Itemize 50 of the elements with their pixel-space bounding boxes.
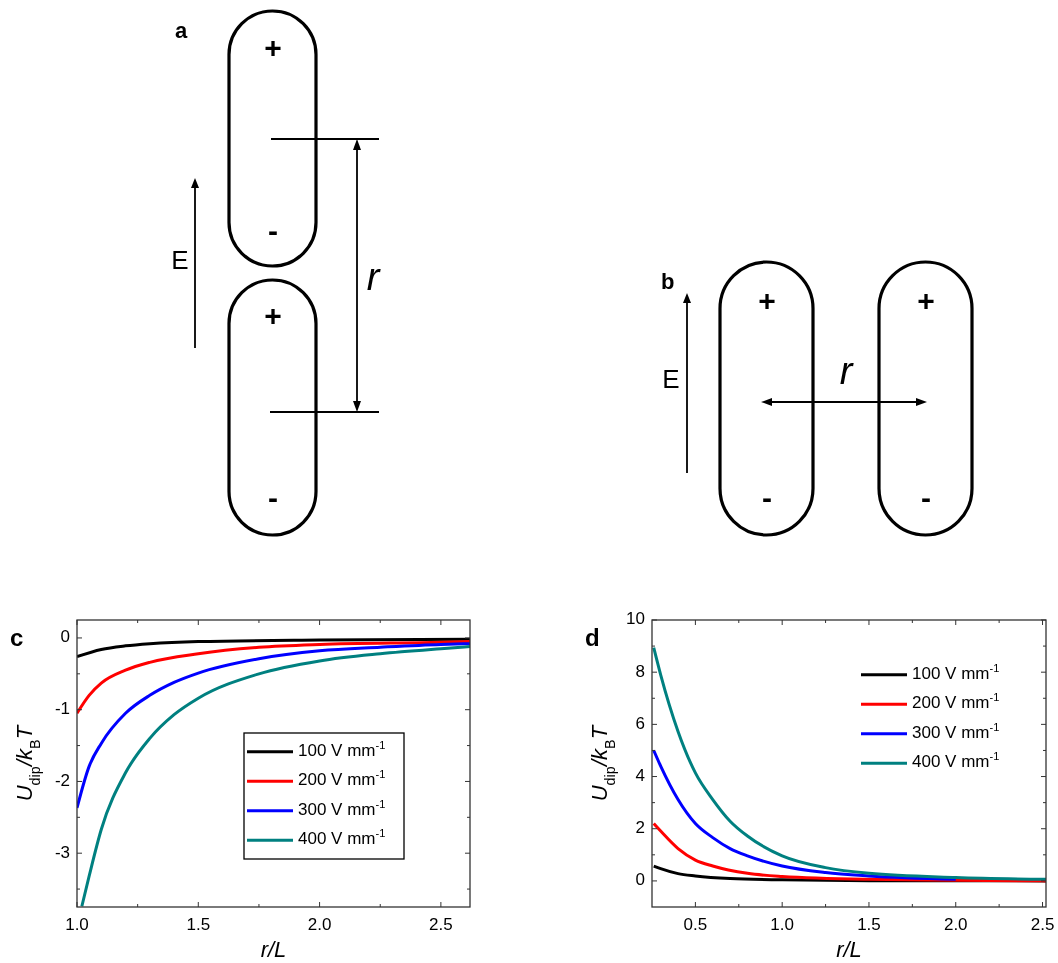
text: r [366, 256, 381, 299]
x-tick-label: 1.5 [186, 915, 211, 934]
x-tick-label: 0.5 [683, 915, 708, 934]
x-tick-label: 2.0 [307, 915, 332, 934]
x-tick-label: 2.5 [429, 915, 453, 934]
text: - [921, 480, 931, 514]
y-tick-label: 6 [635, 713, 645, 733]
y-tick-label: 2 [635, 818, 645, 838]
y-tick-label: 4 [635, 766, 645, 786]
text: + [264, 298, 282, 332]
x-tick-label: 1.0 [65, 915, 89, 934]
y-tick-label: -1 [54, 699, 70, 719]
text: E [171, 244, 189, 275]
line-series [77, 637, 470, 659]
text: + [917, 283, 935, 317]
text: + [264, 30, 282, 64]
y-tick-label: 0 [635, 870, 645, 890]
text: + [758, 283, 776, 317]
text: - [268, 480, 278, 514]
chart-title: d [585, 624, 600, 651]
text: a [175, 18, 188, 43]
x-axis-title: r/L [836, 937, 862, 962]
y-tick-label: -2 [54, 770, 70, 790]
x-tick-label: 1.0 [770, 915, 794, 934]
legend-label: 300 V mm$^{-1}$ [298, 797, 386, 820]
y-tick-label: 0 [60, 627, 70, 647]
legend-label: 400 V mm$^{-1}$ [912, 750, 1000, 772]
y-tick-label: -3 [54, 842, 70, 862]
line-series [652, 646, 1046, 881]
chart-title: c [10, 624, 24, 651]
legend-label: 400 V mm$^{-1}$ [298, 827, 386, 849]
line-series [80, 645, 470, 907]
text: - [762, 480, 772, 514]
text: b [661, 269, 675, 294]
legend-label: 200 V mm$^{-1}$ [298, 768, 386, 790]
x-tick-label: 1.5 [857, 915, 881, 934]
text: r [839, 350, 854, 392]
line-series [652, 748, 958, 881]
text: E [662, 363, 680, 394]
legend-label: 200 V mm$^{-1}$ [912, 691, 1000, 713]
x-tick-label: 2.5 [1030, 915, 1055, 934]
legend-label: 100 V mm$^{-1}$ [912, 661, 1000, 684]
y-tick-label: 10 [626, 609, 645, 629]
line-series [77, 640, 470, 715]
y-tick-label: 8 [635, 661, 645, 681]
x-axis-title: r/L [260, 937, 287, 962]
x-tick-label: 2.0 [943, 915, 968, 934]
legend-label: 100 V mm$^{-1}$ [298, 738, 386, 761]
text: - [268, 213, 278, 247]
legend-label: 300 V mm$^{-1}$ [912, 720, 1000, 743]
